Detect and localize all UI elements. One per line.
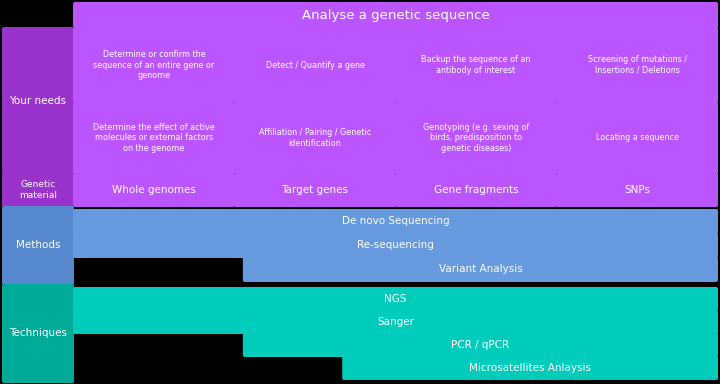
Text: Variant Analysis: Variant Analysis <box>438 265 522 275</box>
Text: Methods: Methods <box>16 240 60 250</box>
FancyBboxPatch shape <box>395 102 557 174</box>
FancyBboxPatch shape <box>243 257 718 282</box>
FancyBboxPatch shape <box>234 27 396 103</box>
Text: Analyse a genetic sequence: Analyse a genetic sequence <box>302 8 490 22</box>
FancyBboxPatch shape <box>73 287 718 311</box>
FancyBboxPatch shape <box>243 333 718 357</box>
Text: Backup the sequence of an
antibody of interest: Backup the sequence of an antibody of in… <box>421 55 531 75</box>
FancyBboxPatch shape <box>73 173 235 207</box>
FancyBboxPatch shape <box>73 27 235 103</box>
Text: Locating a sequence: Locating a sequence <box>595 134 678 142</box>
Text: Gene fragments: Gene fragments <box>433 185 518 195</box>
Text: NGS: NGS <box>384 294 407 304</box>
FancyBboxPatch shape <box>2 284 74 383</box>
FancyBboxPatch shape <box>234 173 396 207</box>
FancyBboxPatch shape <box>2 27 74 174</box>
FancyBboxPatch shape <box>73 310 718 334</box>
FancyBboxPatch shape <box>395 173 557 207</box>
Text: Genetic
material: Genetic material <box>19 180 57 200</box>
Text: PCR / qPCR: PCR / qPCR <box>451 340 510 350</box>
FancyBboxPatch shape <box>234 102 396 174</box>
Text: SNPs: SNPs <box>624 185 650 195</box>
Text: Sanger: Sanger <box>377 317 414 327</box>
Text: Affiliation / Pairing / Genetic
identification: Affiliation / Pairing / Genetic identifi… <box>259 128 371 148</box>
FancyBboxPatch shape <box>556 173 718 207</box>
Text: Your needs: Your needs <box>9 96 66 106</box>
Text: Whole genomes: Whole genomes <box>112 185 196 195</box>
FancyBboxPatch shape <box>73 209 718 234</box>
Text: Re-sequencing: Re-sequencing <box>357 240 434 250</box>
FancyBboxPatch shape <box>395 27 557 103</box>
FancyBboxPatch shape <box>556 102 718 174</box>
FancyBboxPatch shape <box>2 206 74 285</box>
Text: Detect / Quantify a gene: Detect / Quantify a gene <box>266 61 364 70</box>
Text: Target genes: Target genes <box>282 185 348 195</box>
Text: Techniques: Techniques <box>9 328 67 339</box>
Text: De novo Sequencing: De novo Sequencing <box>342 217 449 227</box>
Text: Genotyping (e.g. sexing of
birds, predisposition to
genetic diseases): Genotyping (e.g. sexing of birds, predis… <box>423 123 529 153</box>
FancyBboxPatch shape <box>556 27 718 103</box>
Text: Determine or confirm the
sequence of an entire gene or
genome: Determine or confirm the sequence of an … <box>94 50 215 80</box>
Text: Microsatellites Anlaysis: Microsatellites Anlaysis <box>469 363 591 373</box>
FancyBboxPatch shape <box>73 233 718 258</box>
FancyBboxPatch shape <box>73 102 235 174</box>
FancyBboxPatch shape <box>73 2 718 28</box>
FancyBboxPatch shape <box>342 356 718 380</box>
Text: Screening of mutations /
Insertions / Deletions: Screening of mutations / Insertions / De… <box>588 55 686 75</box>
Text: Determine the effect of active
molecules or external factors
on the genome: Determine the effect of active molecules… <box>93 123 215 153</box>
FancyBboxPatch shape <box>2 173 74 207</box>
